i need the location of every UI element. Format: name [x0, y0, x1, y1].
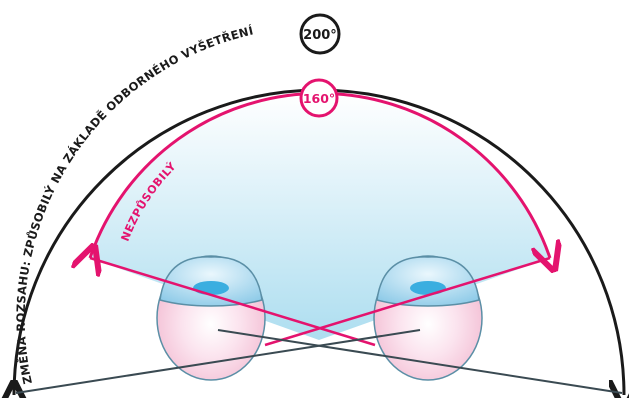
outer-angle-badge: 200°	[299, 13, 341, 55]
inner-angle-badge: 160°	[299, 78, 339, 118]
outer-angle-label: 200°	[303, 28, 337, 43]
eye-icon	[156, 255, 266, 381]
eye-icon	[373, 255, 483, 381]
inner-sight-line-right	[264, 256, 551, 347]
inner-angle-label: 160°	[303, 91, 335, 106]
outer-sight-line-right	[217, 329, 623, 394]
inner-sight-line-left	[89, 256, 376, 347]
outer-sight-line-left	[15, 329, 421, 394]
